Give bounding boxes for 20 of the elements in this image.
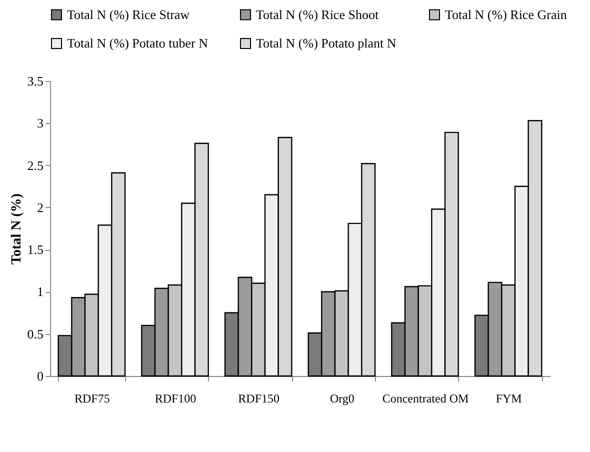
x-tick-label: RDF100 bbox=[154, 392, 196, 406]
y-tick-label: 0.5 bbox=[27, 326, 44, 342]
legend-label: Total N (%) Rice Shoot bbox=[256, 6, 379, 22]
y-tick-label: 2 bbox=[37, 200, 44, 215]
legend-label: Total N (%) Rice Straw bbox=[67, 6, 190, 22]
x-tick-label: Org0 bbox=[330, 392, 354, 406]
x-tick-label: FYM bbox=[496, 392, 522, 406]
legend-label: Total N (%) Potato tuber N bbox=[67, 36, 209, 50]
y-tick-label: 1.5 bbox=[27, 242, 44, 258]
y-tick-label: 3 bbox=[37, 116, 44, 131]
y-tick-label: 2.5 bbox=[27, 158, 44, 173]
y-tick-label: 1 bbox=[37, 284, 44, 300]
x-tick-label: RDF150 bbox=[238, 392, 280, 406]
x-tick-label: Concentrated OM bbox=[382, 392, 469, 406]
y-tick-label: 0 bbox=[37, 368, 44, 384]
legend-label: Total N (%) Potato plant N bbox=[256, 36, 397, 50]
y-tick-label: 3.5 bbox=[27, 74, 44, 88]
legend-label: Total N (%) Rice Grain bbox=[445, 6, 568, 22]
y-axis-title: Total N (%) bbox=[9, 193, 24, 265]
x-tick-label: RDF75 bbox=[74, 392, 110, 406]
